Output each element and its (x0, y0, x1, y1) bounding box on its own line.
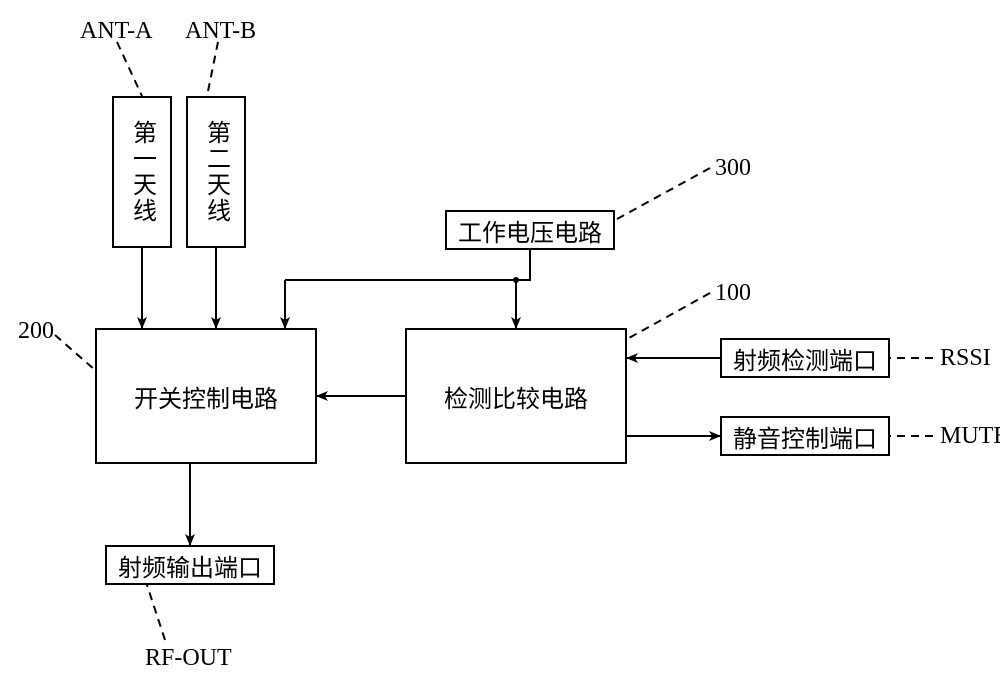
box-working-voltage: 工作电压电路 (445, 210, 615, 250)
box-antenna2-label: 第二天线 (199, 120, 234, 224)
box-mute-port: 静音控制端口 (720, 416, 890, 456)
box-antenna1: 第一天线 (112, 96, 172, 248)
label-100: 100 (715, 280, 751, 307)
label-ant-a: ANT-A (80, 18, 152, 45)
label-rf-out: RF-OUT (145, 645, 232, 672)
box-rf-out-port: 射频输出端口 (105, 545, 275, 585)
box-rf-detect-port-label: 射频检测端口 (733, 341, 877, 376)
label-200: 200 (18, 318, 54, 345)
box-detect-compare: 检测比较电路 (405, 328, 627, 464)
box-working-voltage-label: 工作电压电路 (458, 213, 602, 248)
box-rf-detect-port: 射频检测端口 (720, 338, 890, 378)
box-antenna1-label: 第一天线 (125, 120, 160, 224)
diagram-canvas: 第一天线 第二天线 工作电压电路 开关控制电路 检测比较电路 射频检测端口 静音… (0, 0, 1000, 691)
box-mute-port-label: 静音控制端口 (733, 419, 877, 454)
label-mute: MUTE (940, 423, 1000, 450)
label-rssi: RSSI (940, 345, 991, 372)
box-switch-ctrl: 开关控制电路 (95, 328, 317, 464)
label-300: 300 (715, 155, 751, 182)
box-rf-out-port-label: 射频输出端口 (118, 548, 262, 583)
box-antenna2: 第二天线 (186, 96, 246, 248)
box-switch-ctrl-label: 开关控制电路 (134, 379, 278, 414)
box-detect-compare-label: 检测比较电路 (444, 379, 588, 414)
label-ant-b: ANT-B (185, 18, 256, 45)
